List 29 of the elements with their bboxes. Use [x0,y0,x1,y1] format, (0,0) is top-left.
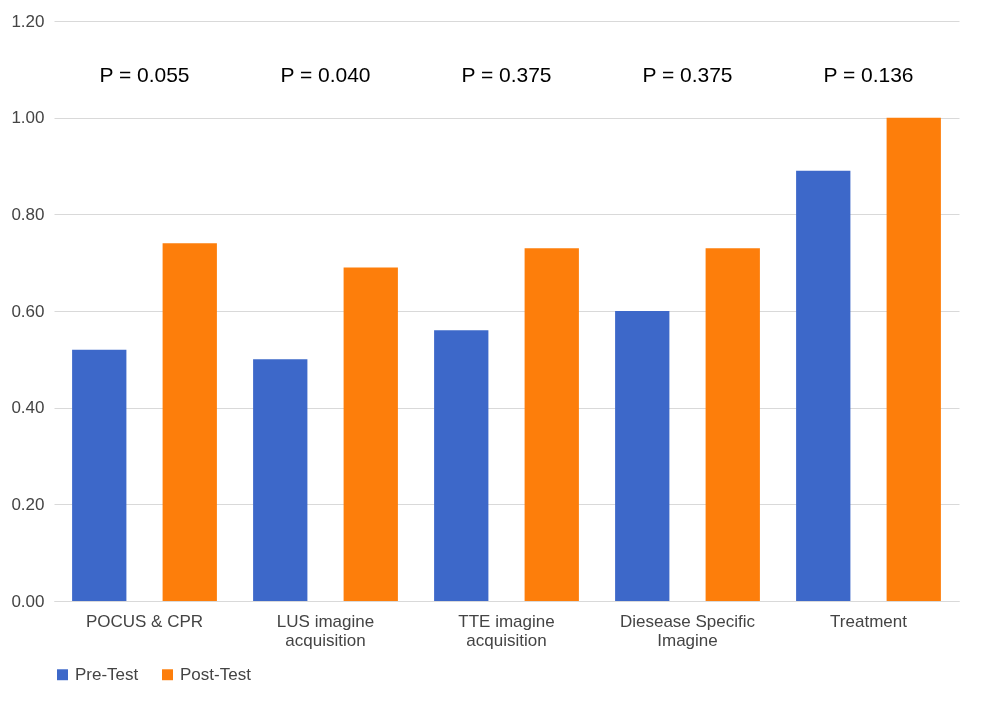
annotation: P = 0.375 [642,63,733,86]
bar [343,267,398,601]
bar [705,248,760,601]
x-tick-label: TTE imagine acquisition [458,611,555,650]
annotation: P = 0.055 [99,63,190,86]
legend-label: Pre-Test [75,664,139,684]
y-tick-label: 0.80 [11,204,45,224]
bar [253,359,308,601]
y-tick-label: 0.40 [11,398,45,418]
x-tick-label: LUS imagine acquisition [276,611,375,650]
bar [796,170,851,601]
y-tick-label: 0.20 [11,494,45,514]
bar [434,330,489,601]
bar [615,311,670,601]
y-tick-label: 0.60 [11,301,45,321]
x-tick-label: Treatment [830,611,908,631]
bar [524,248,579,601]
x-tick-label: POCUS & CPR [85,611,204,631]
bar [72,349,127,601]
legend-label: Post-Test [180,664,252,684]
bar [886,117,941,601]
annotation: P = 0.375 [461,63,552,86]
bar [162,243,217,601]
annotation: P = 0.136 [823,63,914,86]
x-tick-label: Diesease Specific Imagine [619,611,756,650]
y-tick-label: 1.20 [11,11,45,31]
y-tick-label: 0.00 [11,591,45,611]
y-tick-label: 1.00 [11,108,45,128]
annotation: P = 0.040 [280,63,371,86]
